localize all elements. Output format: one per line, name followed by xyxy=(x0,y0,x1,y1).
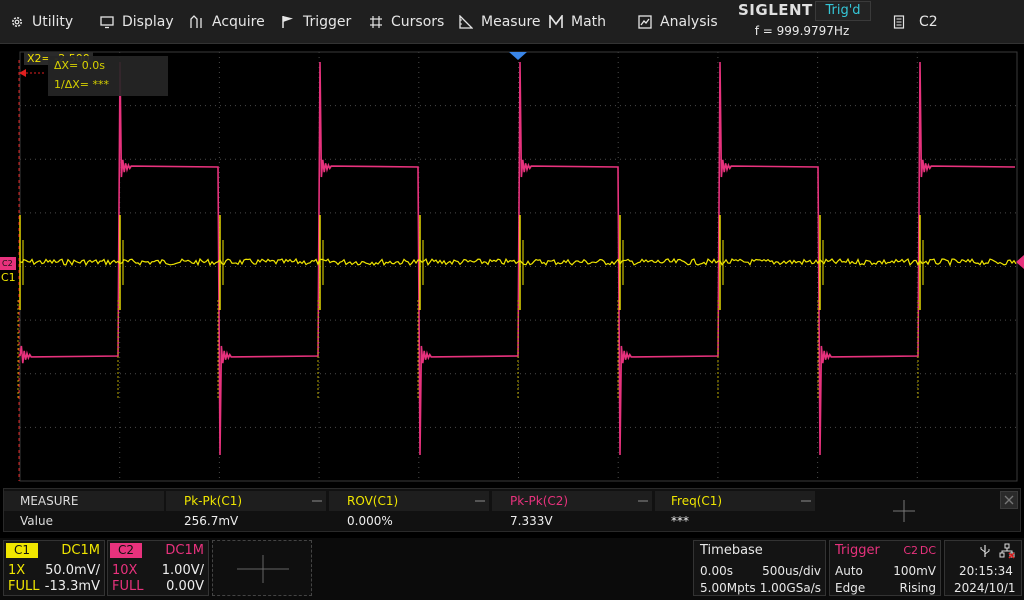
sample-rate: 1.00GSa/s xyxy=(759,581,821,595)
measure-col-header[interactable]: Freq(C1) xyxy=(655,491,815,511)
menu-math[interactable]: Math xyxy=(549,0,606,43)
c1-tag: C1 xyxy=(6,543,38,558)
usb-icon xyxy=(979,544,991,558)
active-channel-label: C2 xyxy=(919,13,938,30)
trigger-type: Edge xyxy=(835,581,866,595)
c2-bandwidth: FULL xyxy=(112,579,144,594)
analysis-icon xyxy=(638,14,652,29)
menu-analysis[interactable]: Analysis xyxy=(638,0,718,43)
measure-panel: MEASURE Value Pk-Pk(C1) 256.7mV ROV(C1) … xyxy=(3,488,1021,532)
trigger-coupling: DC xyxy=(919,544,936,557)
c2-scale: 1.00V/ xyxy=(161,563,204,578)
measure-col-value: *** xyxy=(671,514,689,528)
graticule-grid xyxy=(19,51,1018,482)
menu-label: Math xyxy=(571,13,607,30)
c2-coupling: DC1M xyxy=(165,543,204,558)
clock-box: 20:15:34 2024/10/1 xyxy=(944,540,1022,596)
c1-coupling: DC1M xyxy=(61,543,100,558)
menu-cursors[interactable]: Cursors xyxy=(369,0,444,43)
c2-waveform xyxy=(19,61,1016,456)
timebase-delay: 0.00s xyxy=(700,564,733,578)
trigger-level: 100mV xyxy=(893,564,936,578)
timebase-scale: 500us/div xyxy=(762,564,821,578)
trigger-level-marker xyxy=(1016,255,1024,269)
trigger-position-marker xyxy=(509,52,527,60)
menu-measure[interactable]: Measure xyxy=(459,0,541,43)
clock-time: 20:15:34 xyxy=(959,564,1013,578)
add-measurement-icon[interactable] xyxy=(892,499,916,523)
document-icon xyxy=(893,14,905,29)
active-channel-selector[interactable]: C2 xyxy=(893,0,963,43)
c2-channel-box[interactable]: C2 DC1M 10X 1.00V/ FULL 0.00V xyxy=(107,540,209,596)
brand-logo: SIGLENT xyxy=(738,1,813,19)
menu-acquire[interactable]: Acquire xyxy=(190,0,265,43)
trigger-mode: Auto xyxy=(835,564,863,578)
c1-channel-marker[interactable]: C1 xyxy=(1,271,16,284)
c1-offset-marker xyxy=(0,257,16,270)
trigger-title: Trigger xyxy=(835,543,880,558)
measure-title: MEASURE xyxy=(4,491,164,511)
brand-panel: SIGLENT Trig'd f = 999.9797Hz xyxy=(733,0,873,43)
trigger-source: C2 xyxy=(903,544,918,557)
add-channel-button[interactable] xyxy=(212,540,312,596)
menu-label: Acquire xyxy=(212,13,265,30)
c1-channel-box[interactable]: C1 DC1M 1X 50.0mV/ FULL -13.3mV xyxy=(3,540,105,596)
c2-waveform-path xyxy=(19,61,1016,456)
menu-label: Utility xyxy=(32,13,74,30)
menu-utility[interactable]: Utility xyxy=(10,0,73,43)
menu-label: Analysis xyxy=(660,13,718,30)
cursor-arrow-icon xyxy=(19,69,26,77)
network-icon xyxy=(999,543,1015,559)
memory-depth: 5.00Mpts xyxy=(700,581,756,595)
measure-col-header[interactable]: Pk-Pk(C2) xyxy=(492,491,652,511)
inverse-delta-x-readout: 1/ΔX= *** xyxy=(54,78,109,91)
c2-tag: C2 xyxy=(110,543,142,558)
math-m-icon xyxy=(549,14,563,29)
trigger-status-badge: Trig'd xyxy=(815,1,871,21)
c2-offset: 0.00V xyxy=(166,579,204,594)
measure-col-value: 256.7mV xyxy=(184,514,239,528)
close-icon[interactable] xyxy=(1000,491,1018,509)
measure-col-value: 7.333V xyxy=(510,514,553,528)
cursor-info-panel: ΔX= 0.0s 1/ΔX= *** xyxy=(48,56,168,96)
measure-col-value: 0.000% xyxy=(347,514,393,528)
measure-value-label: Value xyxy=(20,514,53,528)
menu-bar: Utility Display Acquire Trigger Cursors … xyxy=(0,0,1024,44)
measure-col-header[interactable]: ROV(C1) xyxy=(329,491,489,511)
acquire-icon xyxy=(190,14,204,29)
timebase-title: Timebase xyxy=(700,543,763,558)
c1-offset: -13.3mV xyxy=(44,579,100,594)
c2-probe: 10X xyxy=(112,563,138,578)
timebase-box[interactable]: Timebase 0.00s 500us/div 5.00Mpts 1.00GS… xyxy=(693,540,826,596)
trigger-box[interactable]: Trigger C2 DC Auto 100mV Edge Rising xyxy=(829,540,941,596)
flag-icon xyxy=(281,15,295,29)
c1-waveform-path xyxy=(19,257,1017,267)
crosshair-icon xyxy=(369,15,383,29)
c1-bandwidth: FULL xyxy=(8,579,40,594)
c1-probe: 1X xyxy=(8,563,26,578)
menu-trigger[interactable]: Trigger xyxy=(281,0,351,43)
delta-x-readout: ΔX= 0.0s xyxy=(54,59,105,72)
menu-display[interactable]: Display xyxy=(100,0,174,43)
trigger-slope: Rising xyxy=(899,581,936,595)
measure-col-header[interactable]: Pk-Pk(C1) xyxy=(166,491,326,511)
c2-offset-label[interactable]: C2 xyxy=(2,259,13,268)
gear-icon xyxy=(10,15,24,29)
ruler-icon xyxy=(459,14,473,29)
menu-label: Cursors xyxy=(391,13,445,30)
frequency-readout: f = 999.9797Hz xyxy=(754,24,850,38)
waveform-display[interactable] xyxy=(0,44,1024,484)
menu-label: Trigger xyxy=(303,13,352,30)
clock-date: 2024/10/1 xyxy=(954,581,1016,595)
c1-waveform xyxy=(17,215,1017,400)
menu-label: Display xyxy=(122,13,174,30)
menu-label: Measure xyxy=(481,13,541,30)
monitor-icon xyxy=(100,15,114,29)
c1-scale: 50.0mV/ xyxy=(45,563,100,578)
